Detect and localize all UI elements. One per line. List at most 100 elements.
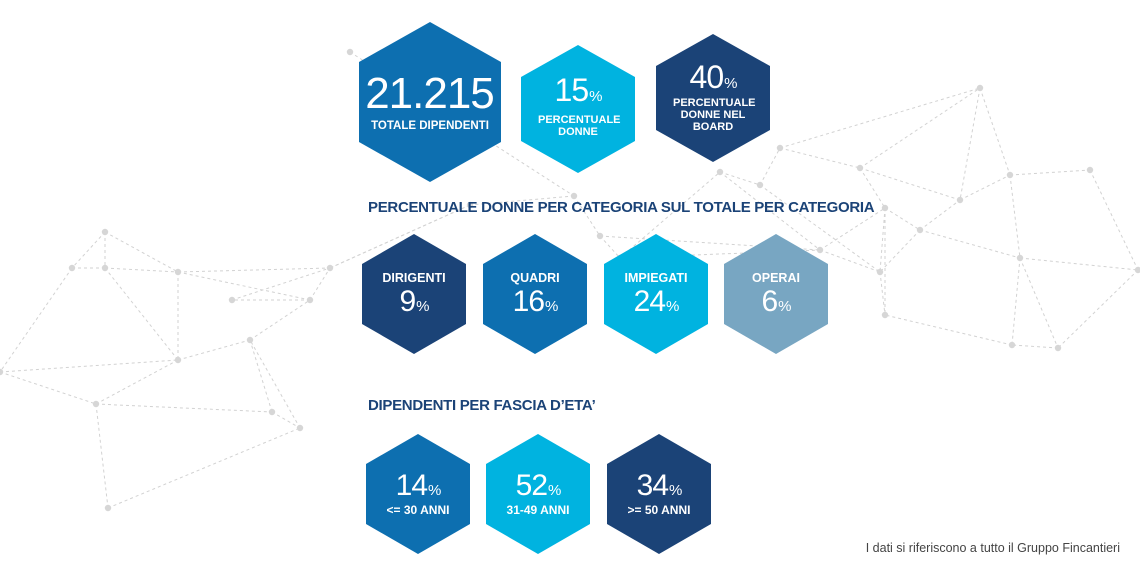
age-label: >= 50 ANNI <box>627 502 691 517</box>
network-link <box>329 204 471 269</box>
women-percentage-label: PERCENTUALE DONNE <box>538 113 621 138</box>
network-link <box>1011 344 1059 349</box>
network-node <box>68 264 76 272</box>
network-node <box>101 228 109 236</box>
network-link <box>1057 269 1139 349</box>
women-board-value: 40% <box>689 58 738 95</box>
network-node <box>101 264 109 272</box>
network-link <box>819 249 881 273</box>
network-link <box>599 235 821 251</box>
network-node <box>174 356 182 364</box>
network-node <box>1008 341 1016 349</box>
category-value: 9% <box>399 285 429 318</box>
network-node <box>92 400 100 408</box>
categories-title: PERCENTUALE DONNE PER CATEGORIA SUL TOTA… <box>368 199 875 216</box>
network-link <box>177 271 311 301</box>
network-node <box>346 48 354 56</box>
network-link <box>104 231 179 273</box>
network-link <box>959 87 981 201</box>
footnote: I dati si riferiscono a tutto il Gruppo … <box>865 541 1120 555</box>
age-value: 34% <box>636 468 683 502</box>
network-node <box>756 181 764 189</box>
network-node <box>816 246 824 254</box>
category-value: 16% <box>512 285 559 318</box>
category-hex-dirigenti: DIRIGENTI 9% <box>362 234 466 354</box>
network-link <box>177 339 251 361</box>
network-link <box>884 207 921 231</box>
category-label: DIRIGENTI <box>382 271 446 285</box>
network-node <box>104 504 112 512</box>
network-node <box>956 196 964 204</box>
network-link <box>1019 257 1139 271</box>
network-node <box>174 268 182 276</box>
network-link <box>879 207 886 273</box>
network-link <box>107 427 301 509</box>
network-link <box>177 267 331 273</box>
network-node <box>856 164 864 172</box>
age-title: DIPENDENTI PER FASCIA D’ETA’ <box>368 397 596 414</box>
network-link <box>249 339 301 429</box>
category-label: IMPIEGATI <box>624 271 688 285</box>
age-label: <= 30 ANNI <box>386 502 450 517</box>
network-link <box>104 267 179 361</box>
network-node <box>881 204 889 212</box>
category-value: 24% <box>633 285 680 318</box>
network-node <box>246 336 254 344</box>
network-node <box>1054 344 1062 352</box>
network-node <box>716 168 724 176</box>
category-value: 6% <box>761 285 791 318</box>
network-link <box>249 299 311 341</box>
network-link <box>759 147 781 186</box>
network-link <box>1089 169 1139 271</box>
network-node <box>1016 254 1024 262</box>
network-link <box>959 174 1011 201</box>
network-link <box>859 167 961 201</box>
network-link <box>919 229 1021 259</box>
network-link <box>249 339 273 413</box>
network-link <box>0 371 97 405</box>
network-node <box>876 268 884 276</box>
network-link <box>573 195 601 237</box>
network-link <box>779 87 981 149</box>
network-node <box>228 296 236 304</box>
age-hex-under-30: 14% <= 30 ANNI <box>366 434 470 554</box>
network-node <box>326 264 334 272</box>
network-link <box>309 267 331 301</box>
total-employees-value: 21.215 <box>365 68 495 118</box>
network-link <box>95 403 109 509</box>
network-link <box>879 229 921 273</box>
network-node <box>596 232 604 240</box>
network-link <box>599 235 621 259</box>
network-link <box>879 271 886 316</box>
network-link <box>819 207 886 251</box>
network-node <box>570 192 578 200</box>
network-link <box>469 195 575 206</box>
network-link <box>95 359 179 405</box>
network-node <box>1086 166 1094 174</box>
network-link <box>0 267 73 373</box>
network-link <box>779 147 861 169</box>
network-link <box>719 171 761 186</box>
age-value: 52% <box>515 468 562 502</box>
network-node <box>466 201 474 209</box>
network-link <box>0 359 179 373</box>
network-link <box>95 403 273 413</box>
women-board-label: PERCENTUALE DONNE NEL BOARD <box>673 96 756 134</box>
network-link <box>859 87 981 169</box>
network-node <box>0 368 4 376</box>
network-node <box>776 144 784 152</box>
category-label: OPERAI <box>752 271 800 285</box>
women-percentage-value: 15% <box>554 71 603 108</box>
network-link <box>104 267 179 273</box>
total-employees-label: TOTALE DIPENDENTI <box>371 119 489 132</box>
age-label: 31-49 ANNI <box>506 502 570 517</box>
network-node <box>296 424 304 432</box>
network-link <box>979 87 1011 176</box>
network-node <box>1006 171 1014 179</box>
age-value: 14% <box>395 468 442 502</box>
network-node <box>1134 266 1140 274</box>
network-link <box>1009 169 1091 176</box>
network-link <box>271 411 301 429</box>
network-link <box>231 267 331 301</box>
network-link <box>1011 257 1021 346</box>
